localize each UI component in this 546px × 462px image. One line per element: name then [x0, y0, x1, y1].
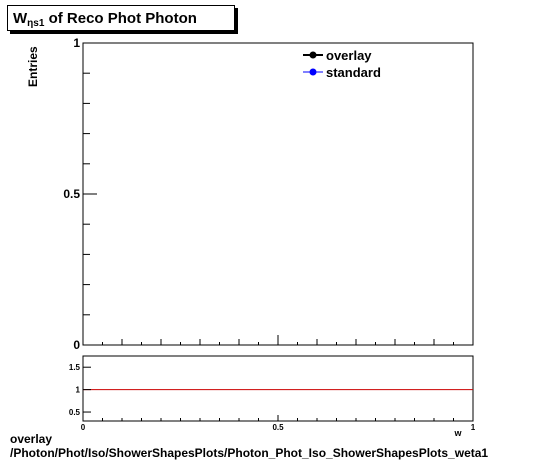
ratio-y-tick-label: 1: [76, 386, 81, 395]
legend-overlay-label: overlay: [326, 48, 372, 63]
main-x-ticks: [82, 335, 474, 345]
legend: overlay standard: [303, 48, 381, 80]
y-axis-label: Entries: [26, 46, 40, 87]
ratio-x-tick-label: 0: [81, 423, 86, 432]
legend-standard-label: standard: [326, 65, 381, 80]
main-y-ticks: 00.51: [63, 36, 97, 352]
chart-title: Wηs1 of Reco Phot Photon: [7, 5, 235, 31]
main-y-tick-label: 1: [73, 36, 80, 50]
title-subscript: ηs1: [27, 18, 45, 29]
ratio-x-tick-label: 0.5: [272, 423, 284, 432]
ratio-x-tick-label: 1: [471, 423, 476, 432]
legend-standard-marker: [309, 68, 317, 76]
main-plot-frame: [82, 42, 474, 346]
x-axis-label: w: [453, 428, 462, 438]
ratio-y-tick-label: 0.5: [69, 408, 81, 417]
main-y-tick-label: 0: [73, 338, 80, 352]
title-main: W: [13, 10, 28, 27]
main-y-tick-label: 0.5: [63, 187, 80, 201]
title-rest: of Reco Phot Photon: [44, 10, 197, 27]
ratio-y-ticks: 0.5 1 1.5: [69, 363, 91, 417]
ratio-plot-frame: [82, 355, 474, 422]
ratio-y-tick-label: 1.5: [69, 363, 81, 372]
ratio-x-ticks: 0 0.5 1: [81, 415, 476, 432]
footer-line-2: /Photon/Phot/Iso/ShowerShapesPlots/Photo…: [10, 446, 489, 460]
footer-line-1: overlay: [10, 432, 53, 446]
legend-overlay-marker: [309, 51, 317, 59]
